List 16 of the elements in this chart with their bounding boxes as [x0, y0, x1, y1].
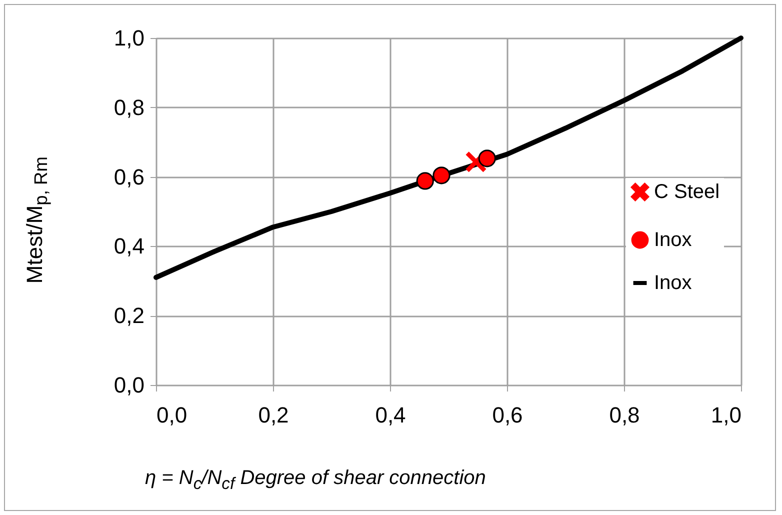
- x-tick-label: 0,8: [609, 402, 640, 428]
- x-tick-label: 1,0: [710, 402, 742, 428]
- y-tick-label: 0,4: [114, 234, 144, 259]
- x-tick-label: 0,0: [156, 402, 188, 428]
- legend-label: Inox: [654, 229, 692, 251]
- legend-label: Inox: [654, 272, 692, 294]
- y-tick-label: 0,6: [114, 164, 144, 190]
- x-tick-label: 0,2: [258, 402, 289, 428]
- y-tick-label: 0,2: [114, 303, 144, 328]
- y-tick-label: 1,0: [114, 26, 144, 50]
- y-tick-label: 0,0: [114, 372, 144, 398]
- x-tick-label: 0,4: [375, 402, 406, 428]
- x-tick-label: 0,6: [492, 402, 523, 428]
- legend-label: C Steel: [654, 181, 720, 203]
- x-axis-title: η = N$_{c}$/N$_{cf}$ Degree of shear connection: [145, 467, 486, 494]
- y-tick-label: 0,8: [114, 94, 144, 120]
